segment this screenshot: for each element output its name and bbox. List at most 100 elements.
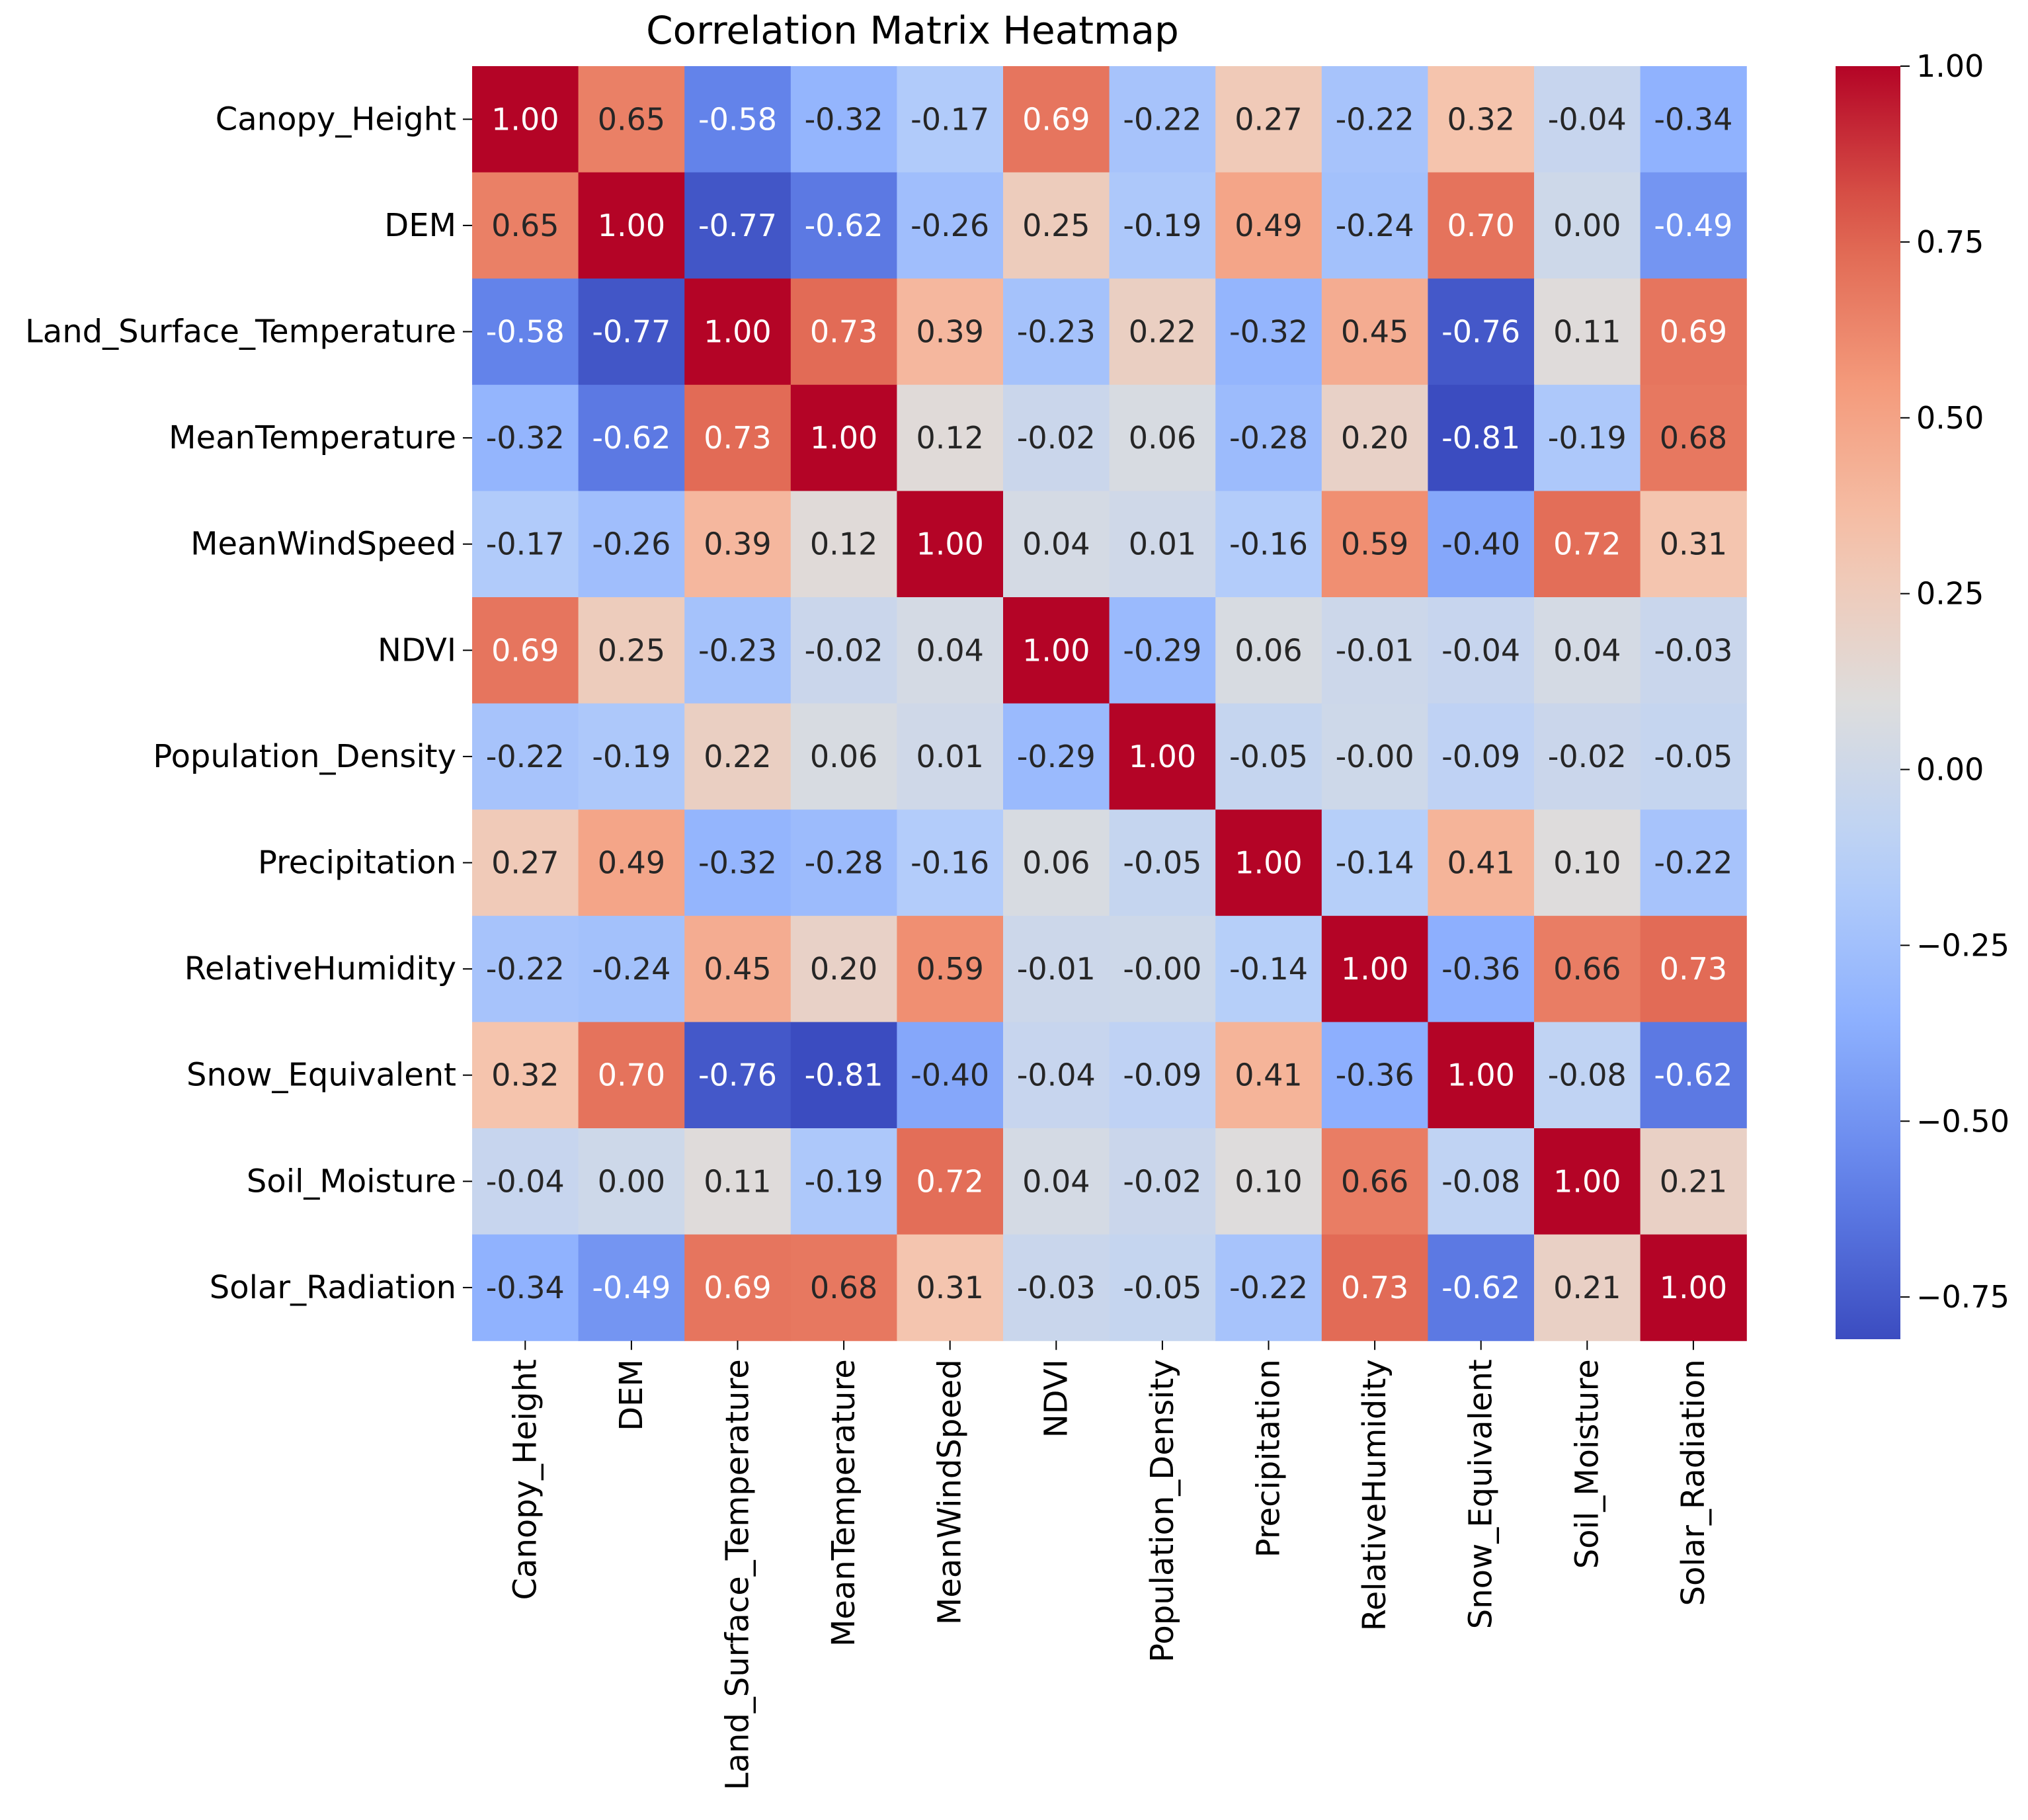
cell-label-5-1: 0.25 [598,632,665,668]
cell-label-7-10: 0.10 [1553,845,1621,881]
x-axis-labels: Canopy_Height DEM Land_Surface_Temperature… [507,1341,1712,1790]
cell-0-11 [1640,66,1747,173]
cell-label-9-3: -0.81 [805,1057,883,1093]
cell-3-0 [472,384,579,491]
cell-11-1 [578,1234,685,1341]
cell-label-6-6: 1.00 [1129,739,1196,774]
cell-10-11 [1640,1128,1747,1235]
cell-5-8 [1321,597,1428,704]
cell-11-9 [1428,1234,1535,1341]
cell-5-10 [1534,597,1641,704]
cell-label-10-5: 0.04 [1022,1163,1090,1199]
cell-10-9 [1428,1128,1535,1235]
cell-label-10-11: 0.21 [1660,1163,1727,1199]
cell-label-10-6: -0.02 [1123,1163,1201,1199]
cell-10-6 [1109,1128,1216,1235]
cell-3-9 [1428,384,1535,491]
cell-11-2 [684,1234,791,1341]
cell-label-9-2: -0.76 [698,1057,777,1093]
cell-label-11-6: -0.05 [1123,1270,1201,1305]
cell-label-9-8: -0.36 [1336,1057,1414,1093]
y-tick-label: Land_Surface_Temperature [25,313,456,351]
cell-1-5 [1003,172,1110,279]
cell-label-0-5: 0.69 [1022,101,1090,137]
cell-6-3 [790,703,897,810]
cell-8-8 [1321,915,1428,1022]
cell-4-11 [1640,491,1747,598]
cell-8-5 [1003,915,1110,1022]
cell-label-10-9: -0.08 [1441,1163,1520,1199]
cell-label-7-11: -0.22 [1654,845,1732,881]
y-tick-label: Snow_Equivalent [186,1057,456,1094]
cell-9-6 [1109,1022,1216,1129]
cell-label-1-7: 0.49 [1235,208,1302,243]
cell-11-8 [1321,1234,1428,1341]
cell-9-4 [897,1022,1004,1129]
cell-label-0-7: 0.27 [1235,101,1302,137]
cell-5-9 [1428,597,1535,704]
cell-6-10 [1534,703,1641,810]
cell-5-4 [897,597,1004,704]
cell-10-4 [897,1128,1004,1235]
cell-7-3 [790,809,897,917]
cell-label-4-10: 0.72 [1553,526,1621,562]
cell-label-9-0: 0.32 [491,1057,559,1093]
cell-11-3 [790,1234,897,1341]
cell-label-4-11: 0.31 [1660,526,1727,562]
cell-label-9-9: 1.00 [1447,1057,1514,1093]
cell-6-2 [684,703,791,810]
cell-label-11-1: -0.49 [592,1270,670,1305]
colorbar-ticks: 1.00 0.75 0.50 0.25 0.00 −0.25 −0.50 −0.75 [1900,48,2009,1315]
colorbar-tick-label: 0.25 [1916,576,1984,612]
cell-label-8-4: 0.59 [916,951,983,987]
cell-label-6-0: -0.22 [486,739,565,774]
cell-label-5-0: 0.69 [491,632,559,668]
cell-label-9-10: -0.08 [1548,1057,1627,1093]
cell-9-3 [790,1022,897,1129]
cell-9-9 [1428,1022,1535,1129]
cell-label-5-6: -0.29 [1123,632,1201,668]
y-tick-label: RelativeHumidity [184,950,456,987]
cell-3-6 [1109,384,1216,491]
cell-0-8 [1321,66,1428,173]
x-tick-label: MeanTemperature [825,1359,862,1647]
cell-label-6-5: -0.29 [1017,739,1096,774]
cell-label-11-11: 1.00 [1660,1270,1727,1305]
cell-5-2 [684,597,791,704]
cell-label-8-11: 0.73 [1660,951,1727,987]
cell-1-4 [897,172,1004,279]
cell-label-3-8: 0.20 [1341,420,1408,456]
y-tick-label: Precipitation [258,845,456,882]
cell-label-9-4: -0.40 [911,1057,989,1093]
cell-0-9 [1428,66,1535,173]
cell-5-3 [790,597,897,704]
cell-3-10 [1534,384,1641,491]
cell-4-5 [1003,491,1110,598]
cell-label-10-0: -0.04 [486,1163,565,1199]
cell-label-0-4: -0.17 [911,101,989,137]
cell-label-4-8: 0.59 [1341,526,1408,562]
cell-label-11-9: -0.62 [1441,1270,1520,1305]
cell-5-6 [1109,597,1216,704]
cell-label-9-6: -0.09 [1123,1057,1201,1093]
cell-label-3-9: -0.81 [1441,420,1520,456]
cell-label-4-4: 1.00 [916,526,983,562]
cell-4-7 [1215,491,1322,598]
cell-label-1-11: -0.49 [1654,208,1732,243]
cell-4-3 [790,491,897,598]
cell-9-10 [1534,1022,1641,1129]
colorbar-tick-label: −0.75 [1916,1279,2009,1315]
cell-label-5-11: -0.03 [1654,632,1732,668]
cell-10-10 [1534,1128,1641,1235]
y-tick-label: Solar_Radiation [210,1269,456,1306]
cell-label-10-1: 0.00 [598,1163,665,1199]
cell-3-1 [578,384,685,491]
cell-6-0 [472,703,579,810]
cell-label-1-2: -0.77 [698,208,777,243]
cell-8-4 [897,915,1004,1022]
cell-label-5-2: -0.23 [698,632,777,668]
y-tick-label: MeanTemperature [169,419,456,456]
cell-11-7 [1215,1234,1322,1341]
cell-2-1 [578,278,685,386]
cell-label-2-10: 0.11 [1553,314,1621,350]
